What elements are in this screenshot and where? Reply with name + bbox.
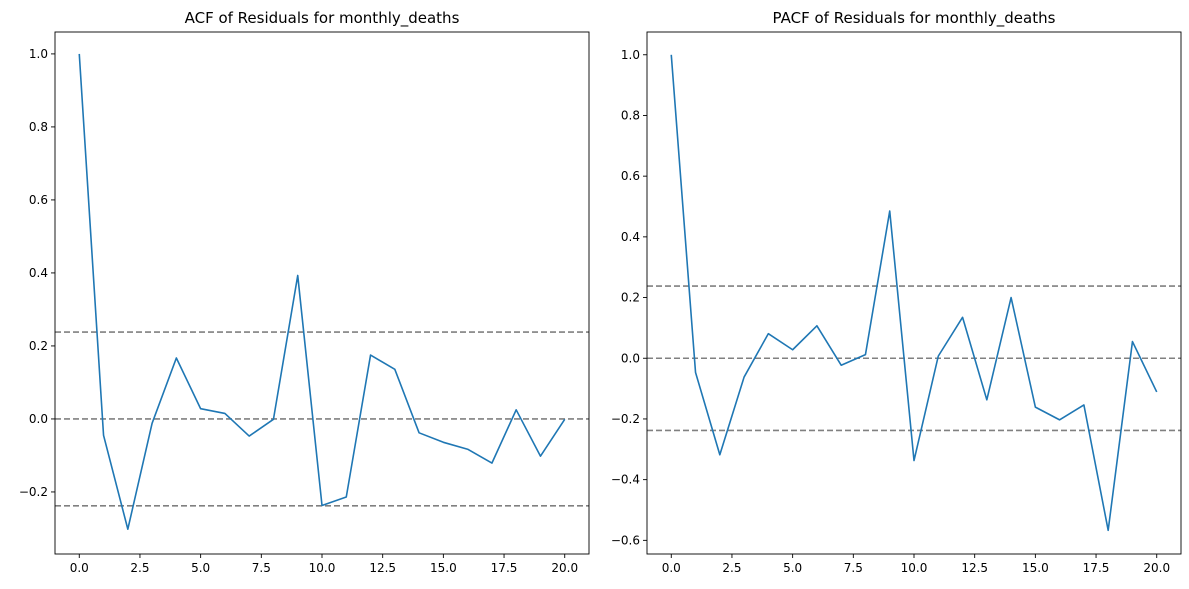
acf-y-tick-label-6: 1.0 bbox=[29, 47, 48, 61]
acf-data-point-14 bbox=[418, 432, 420, 434]
pacf-series-line-0 bbox=[670, 54, 1158, 532]
acf-data-point-0 bbox=[78, 53, 80, 55]
pacf-y-tick-label-3: 0.0 bbox=[621, 351, 640, 365]
pacf-data-point-0 bbox=[670, 54, 672, 56]
pacf-data-point-14 bbox=[1010, 297, 1012, 299]
acf-x-tick-label-0: 0.0 bbox=[70, 561, 89, 575]
pacf-data-point-16 bbox=[1059, 419, 1061, 421]
acf-y-tick-label-2: 0.2 bbox=[29, 339, 48, 353]
acf-x-tick-label-4: 10.0 bbox=[309, 561, 336, 575]
acf-x-tick-label-5: 12.5 bbox=[369, 561, 396, 575]
acf-y-tick-label-1: 0.0 bbox=[29, 412, 48, 426]
pacf-x-tick-label-1: 2.5 bbox=[722, 561, 741, 575]
acf-data-point-8 bbox=[273, 419, 275, 421]
pacf-data-point-9 bbox=[889, 210, 891, 212]
acf-data-point-15 bbox=[443, 441, 445, 443]
pacf-x-tick-label-5: 12.5 bbox=[961, 561, 988, 575]
pacf-x-tick-label-2: 5.0 bbox=[783, 561, 802, 575]
pacf-data-point-10 bbox=[913, 460, 915, 462]
acf-y-tick-label-0: −0.2 bbox=[19, 485, 48, 499]
acf-data-point-1 bbox=[103, 435, 105, 437]
pacf-data-point-1 bbox=[695, 372, 697, 374]
pacf-data-point-15 bbox=[1035, 406, 1037, 408]
acf-x-tick-label-6: 15.0 bbox=[430, 561, 457, 575]
acf-x-tick-label-8: 20.0 bbox=[551, 561, 578, 575]
pacf-y-tick-label-8: 1.0 bbox=[621, 48, 640, 62]
pacf-data-point-18 bbox=[1107, 530, 1109, 532]
acf-data-point-17 bbox=[491, 462, 493, 464]
acf-x-tick-label-2: 5.0 bbox=[191, 561, 210, 575]
acf-data-point-16 bbox=[467, 448, 469, 450]
acf-data-point-2 bbox=[127, 528, 129, 530]
pacf-x-tick-label-4: 10.0 bbox=[901, 561, 928, 575]
acf-x-tick-label-3: 7.5 bbox=[252, 561, 271, 575]
pacf-x-tick-label-0: 0.0 bbox=[662, 561, 681, 575]
pacf-data-point-5 bbox=[792, 349, 794, 351]
acf-data-point-20 bbox=[564, 419, 566, 421]
pacf-x-tick-label-6: 15.0 bbox=[1022, 561, 1049, 575]
acf-y-tick-label-3: 0.4 bbox=[29, 266, 48, 280]
acf-data-point-6 bbox=[224, 413, 226, 415]
pacf-data-point-11 bbox=[937, 355, 939, 357]
pacf-data-point-4 bbox=[768, 333, 770, 335]
acf-x-tick-label-7: 17.5 bbox=[491, 561, 518, 575]
pacf-data-point-3 bbox=[743, 376, 745, 378]
pacf-data-point-2 bbox=[719, 454, 721, 456]
acf-plot-area: 0.0 2.5 5.0 7.5 10.0 12.5 15.0 17.5 20.0 −0.2 0.0 0… bbox=[19, 31, 590, 575]
acf-data-point-3 bbox=[151, 423, 153, 425]
pacf-data-point-17 bbox=[1083, 404, 1085, 406]
acf-data-point-10 bbox=[321, 505, 323, 507]
acf-data-point-4 bbox=[176, 357, 178, 359]
acf-data-point-9 bbox=[297, 275, 299, 277]
pacf-data-point-12 bbox=[962, 316, 964, 318]
acf-data-point-13 bbox=[394, 368, 396, 370]
acf-title: ACF of Residuals for monthly_deaths bbox=[185, 9, 460, 28]
acf-data-point-18 bbox=[515, 409, 517, 411]
pacf-y-tick-label-2: −0.2 bbox=[611, 412, 640, 426]
pacf-plot-area: 0.0 2.5 5.0 7.5 10.0 12.5 15.0 17.5 20.0 −0.6 −0.4… bbox=[611, 31, 1182, 575]
pacf-x-tick-label-7: 17.5 bbox=[1083, 561, 1110, 575]
acf-data-point-12 bbox=[370, 354, 372, 356]
pacf-panel: PACF of Residuals for monthly_deaths 0.0… bbox=[611, 9, 1182, 575]
pacf-data-point-8 bbox=[865, 354, 867, 356]
acf-y-tick-label-5: 0.8 bbox=[29, 120, 48, 134]
acf-data-point-5 bbox=[200, 408, 202, 410]
acf-x-tick-label-1: 2.5 bbox=[130, 561, 149, 575]
acf-data-point-7 bbox=[248, 435, 250, 437]
acf-panel: ACF of Residuals for monthly_deaths 0.0 2… bbox=[19, 9, 590, 575]
pacf-data-point-13 bbox=[986, 399, 988, 401]
pacf-title: PACF of Residuals for monthly_deaths bbox=[773, 9, 1056, 28]
pacf-x-tick-label-3: 7.5 bbox=[844, 561, 863, 575]
pacf-y-tick-label-6: 0.6 bbox=[621, 169, 640, 183]
acf-series-line-0 bbox=[78, 53, 566, 530]
pacf-x-tick-label-8: 20.0 bbox=[1143, 561, 1170, 575]
acf-data-point-11 bbox=[345, 496, 347, 498]
pacf-data-point-20 bbox=[1156, 391, 1158, 393]
pacf-y-tick-label-5: 0.4 bbox=[621, 230, 640, 244]
pacf-y-tick-label-0: −0.6 bbox=[611, 533, 640, 547]
acf-y-tick-label-4: 0.6 bbox=[29, 193, 48, 207]
pacf-data-point-6 bbox=[816, 325, 818, 327]
pacf-data-point-19 bbox=[1132, 341, 1134, 343]
acf-data-point-19 bbox=[540, 455, 542, 457]
pacf-y-tick-label-7: 0.8 bbox=[621, 108, 640, 122]
pacf-y-tick-label-1: −0.4 bbox=[611, 473, 640, 487]
pacf-data-point-7 bbox=[840, 364, 842, 366]
pacf-y-tick-label-4: 0.2 bbox=[621, 291, 640, 305]
